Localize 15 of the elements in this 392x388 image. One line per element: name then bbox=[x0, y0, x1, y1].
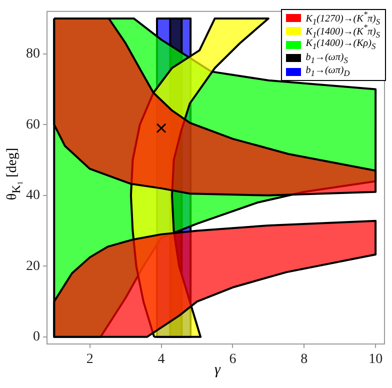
x-tick-label: 2 bbox=[86, 352, 94, 368]
y-tick-label: 20 bbox=[26, 258, 40, 274]
y-tick-label: 80 bbox=[26, 46, 40, 62]
y-tick-label: 0 bbox=[33, 330, 40, 345]
legend-label: b$_{1}$→(ωπ)$_{S}$ bbox=[306, 52, 348, 65]
legend-label: b$_{1}$→(ωπ)$_{D}$ bbox=[306, 65, 350, 78]
x-tick-label: 8 bbox=[300, 352, 308, 368]
x-tick-label: 10 bbox=[368, 352, 383, 368]
legend-label: K$_{1}$(1400)→(Kρ)$_{S}$ bbox=[306, 38, 376, 52]
x-axis-title: γ bbox=[214, 362, 220, 378]
x-tick-label: 6 bbox=[229, 352, 236, 368]
y-tick-label: 40 bbox=[26, 188, 40, 204]
y-tick-label: 60 bbox=[26, 117, 40, 132]
legend-label: K$_{1}$(1270)→(K$^{*}$π)$_{S}$ bbox=[306, 10, 380, 26]
x-tick-label: 4 bbox=[158, 352, 165, 368]
